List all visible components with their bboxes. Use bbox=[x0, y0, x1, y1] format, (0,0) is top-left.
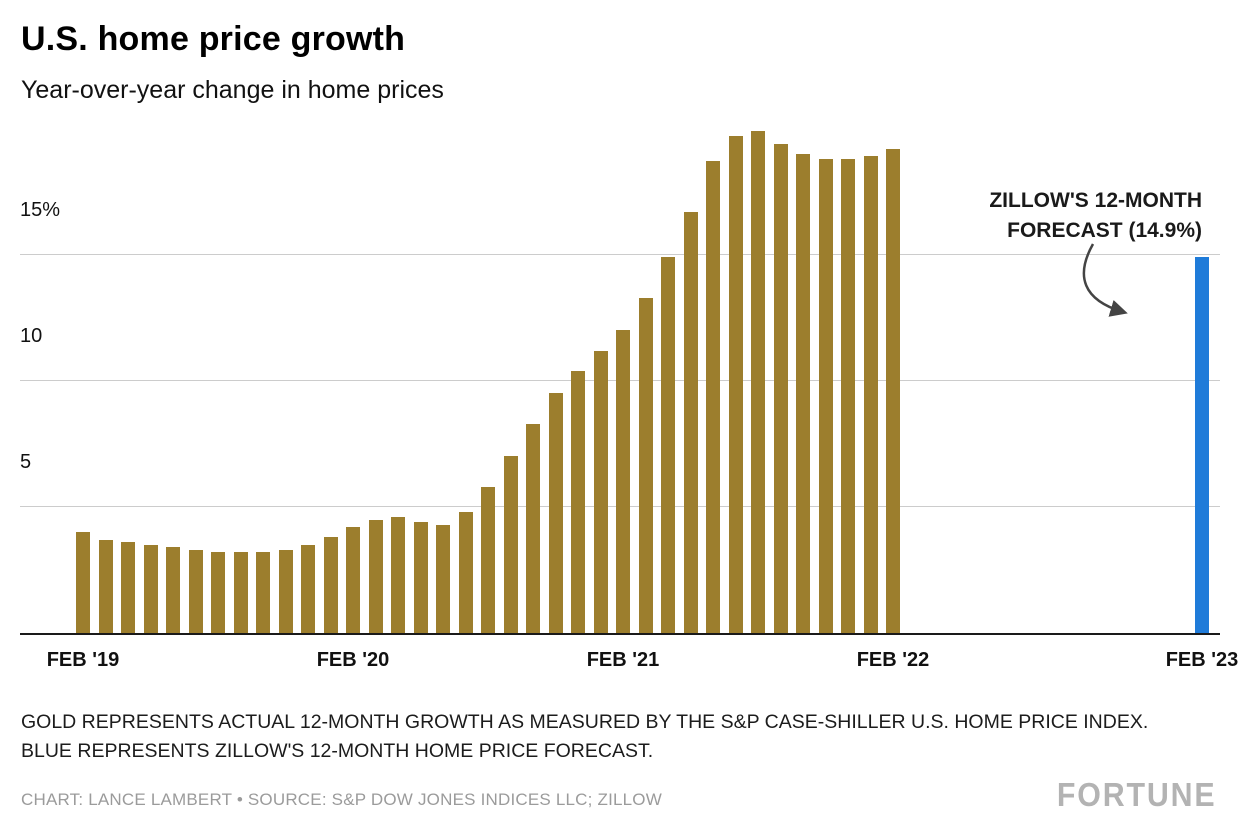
bar-actual-nov-19 bbox=[278, 549, 293, 633]
bar-actual-sep-19 bbox=[233, 552, 248, 633]
bar-actual-jul-20 bbox=[458, 511, 473, 633]
methodology-note: GOLD REPRESENTS ACTUAL 12-MONTH GROWTH A… bbox=[21, 711, 1149, 763]
bar-actual-mar-19 bbox=[98, 539, 113, 633]
bar-actual-jun-20 bbox=[436, 524, 450, 633]
bar-actual-mar-20 bbox=[368, 519, 383, 633]
bar-actual-jan-21 bbox=[593, 350, 608, 633]
bar-actual-sep-20 bbox=[503, 456, 518, 633]
plot-area: 5 10 15% bbox=[20, 118, 1220, 635]
bar-actual-may-19 bbox=[143, 544, 158, 633]
bar-actual-dec-19 bbox=[301, 544, 315, 633]
bar-actual-aug-19 bbox=[211, 552, 225, 633]
bar-actual-apr-21 bbox=[661, 257, 675, 633]
bar-actual-feb-20 bbox=[346, 527, 360, 633]
bar-actual-may-20 bbox=[413, 522, 428, 633]
y-axis-label-5: 5 bbox=[20, 450, 32, 473]
bar-actual-dec-20 bbox=[571, 370, 585, 633]
bar-actual-feb-19 bbox=[76, 532, 90, 633]
forecast-annotation-line2: FORECAST (14.9%) bbox=[1007, 219, 1202, 243]
y-axis-label-15: 15% bbox=[20, 198, 61, 221]
bar-actual-mar-21 bbox=[638, 297, 653, 633]
bar-actual-nov-20 bbox=[548, 393, 563, 633]
bar-actual-jan-20 bbox=[323, 537, 338, 633]
bar-actual-jun-21 bbox=[706, 161, 720, 633]
x-axis-label-feb-22: FEB '22 bbox=[856, 649, 930, 671]
forecast-annotation-line1: ZILLOW'S 12-MONTH bbox=[989, 189, 1202, 212]
bar-actual-aug-20 bbox=[481, 486, 495, 633]
y-axis-label-10: 10 bbox=[20, 324, 43, 347]
chart-title: U.S. home price growth bbox=[21, 20, 406, 58]
bar-actual-oct-20 bbox=[526, 423, 540, 633]
bar-actual-feb-22 bbox=[886, 148, 900, 633]
bar-actual-nov-21 bbox=[818, 158, 833, 633]
bar-actual-jun-19 bbox=[166, 547, 180, 633]
bar-actual-apr-19 bbox=[121, 542, 135, 633]
bar-actual-oct-21 bbox=[796, 153, 810, 633]
forecast-annotation: ZILLOW'S 12-MONTH FORECAST (14.9%) bbox=[989, 186, 1202, 247]
bar-forecast-feb-23 bbox=[1195, 257, 1209, 633]
bar-actual-aug-21 bbox=[751, 131, 765, 633]
bar-actual-jul-21 bbox=[728, 136, 743, 633]
bar-actual-feb-21 bbox=[616, 330, 630, 633]
bar-actual-apr-20 bbox=[391, 517, 405, 633]
x-axis-label-feb-23: FEB '23 bbox=[1165, 649, 1239, 671]
bar-actual-jul-19 bbox=[188, 549, 203, 633]
bar-actual-dec-21 bbox=[841, 158, 855, 633]
chart-subtitle: Year-over-year change in home prices bbox=[21, 76, 444, 104]
bar-actual-oct-19 bbox=[256, 552, 270, 633]
chart-region: 5 10 15% FEB '19 FEB '20 FEB '21 FEB '22 FEB '… bbox=[20, 118, 1238, 678]
source-credit: CHART: LANCE LAMBERT • SOURCE: S&P DOW J… bbox=[21, 790, 662, 809]
bar-actual-may-21 bbox=[683, 211, 698, 633]
x-axis-label-feb-19: FEB '19 bbox=[46, 649, 120, 671]
x-axis-label-feb-20: FEB '20 bbox=[316, 649, 390, 671]
x-axis-label-feb-21: FEB '21 bbox=[586, 649, 660, 671]
bar-actual-sep-21 bbox=[773, 143, 788, 633]
gridline-15 bbox=[20, 253, 1220, 255]
curved-arrow-icon bbox=[1082, 243, 1128, 317]
fortune-logo: FORTUNE bbox=[1056, 776, 1216, 813]
bar-actual-jan-22 bbox=[863, 156, 878, 633]
